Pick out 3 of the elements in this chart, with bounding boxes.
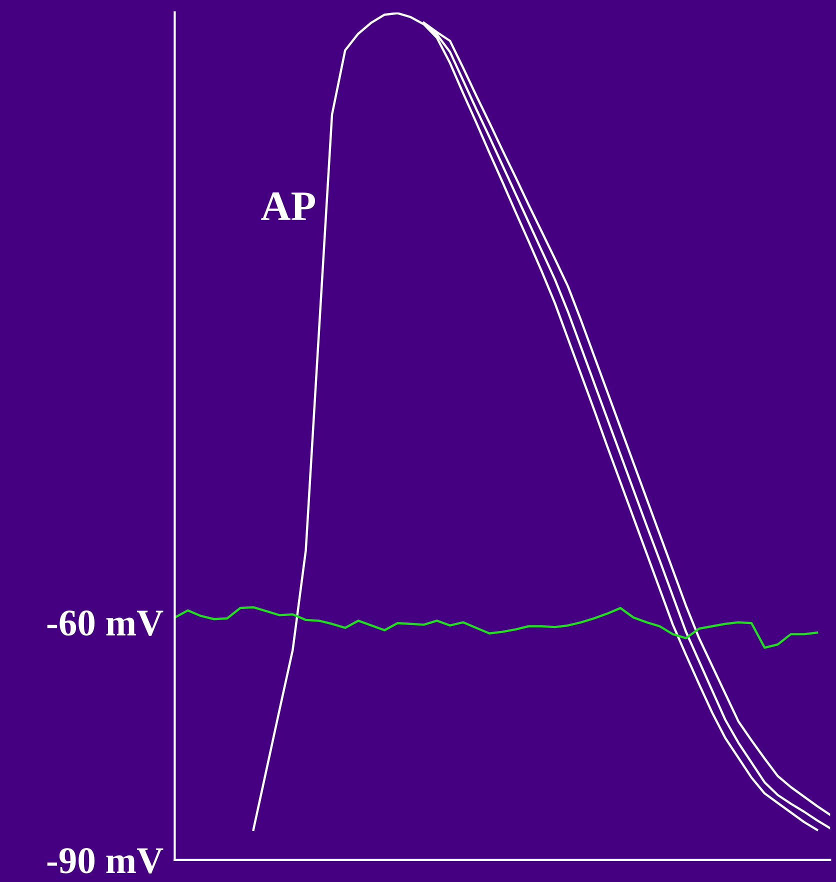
- y-tick-label: -60 mV: [47, 610, 164, 636]
- annotation: AP: [261, 192, 316, 220]
- y-tick-label: -90 mV: [47, 848, 164, 874]
